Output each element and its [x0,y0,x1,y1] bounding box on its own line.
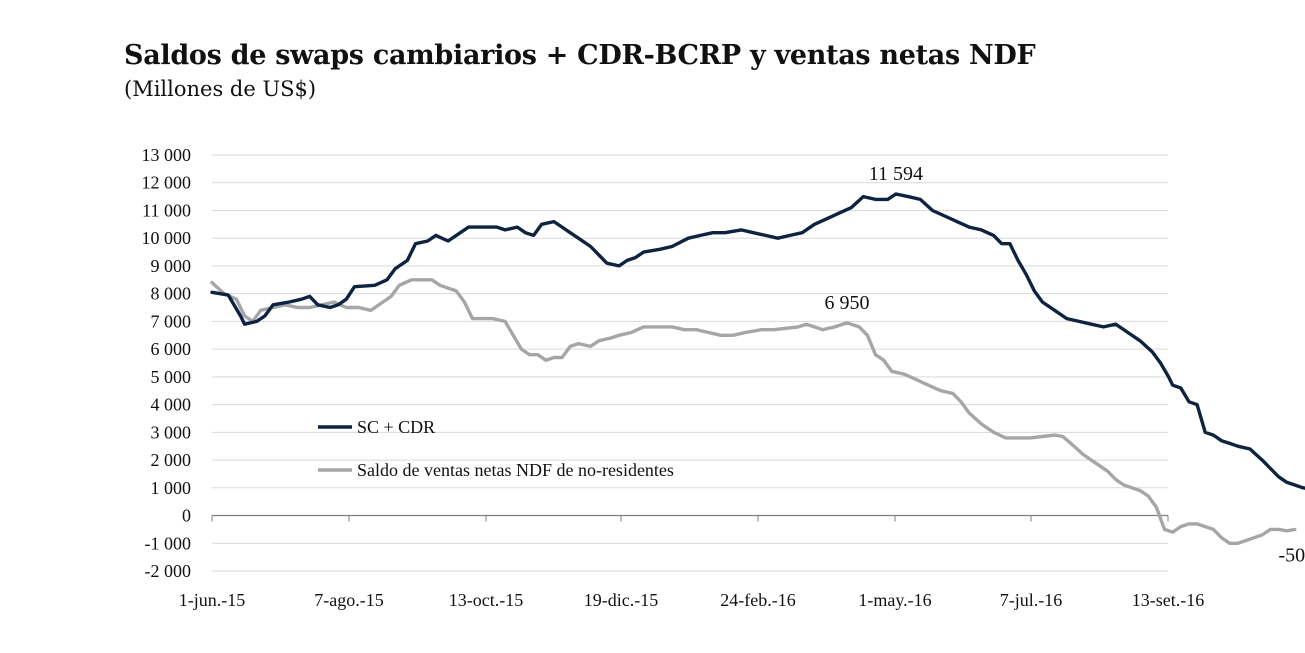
x-tick-label: 13-oct.-15 [449,590,523,610]
y-tick-label: 7 000 [151,311,192,331]
data-label: 11 594 [869,163,923,185]
data-label: -505 [1278,545,1305,567]
y-tick-label: 0 [182,506,191,526]
y-tick-label: -2 000 [145,561,192,581]
y-tick-label: 11 000 [142,200,191,220]
y-tick-label: -1 000 [145,533,192,553]
y-tick-label: 5 000 [151,367,192,387]
y-tick-label: 4 000 [151,395,192,415]
y-tick-label: 2 000 [151,450,192,470]
series-line-ndf [210,278,1297,545]
x-tick-label: 7-jul.-16 [1000,590,1063,610]
legend-label: SC + CDR [357,417,435,437]
legend-label: Saldo de ventas netas NDF de no-resident… [357,460,674,480]
y-tick-label: 6 000 [151,339,192,359]
y-tick-label: 9 000 [151,256,192,276]
y-tick-label: 8 000 [151,284,192,304]
x-tick-label: 1-may.-16 [858,590,931,610]
x-tick-label: 13-set.-16 [1132,590,1204,610]
chart-subtitle: (Millones de US$) [124,77,317,101]
y-tick-label: 3 000 [151,422,192,442]
y-tick-label: 13 000 [142,145,192,165]
x-tick-label: 19-dic.-15 [584,590,658,610]
series-line-sc-cdr [210,192,1305,490]
y-tick-label: 1 000 [151,478,192,498]
y-tick-label: 12 000 [142,173,192,193]
data-label: 6 950 [825,292,870,314]
x-tick-label: 1-jun.-15 [179,590,246,610]
y-tick-label: 10 000 [142,228,192,248]
chart-title: Saldos de swaps cambiarios + CDR-BCRP y … [124,40,1036,71]
x-tick-label: 24-feb.-16 [720,590,795,610]
x-tick-label: 7-ago.-15 [314,590,383,610]
